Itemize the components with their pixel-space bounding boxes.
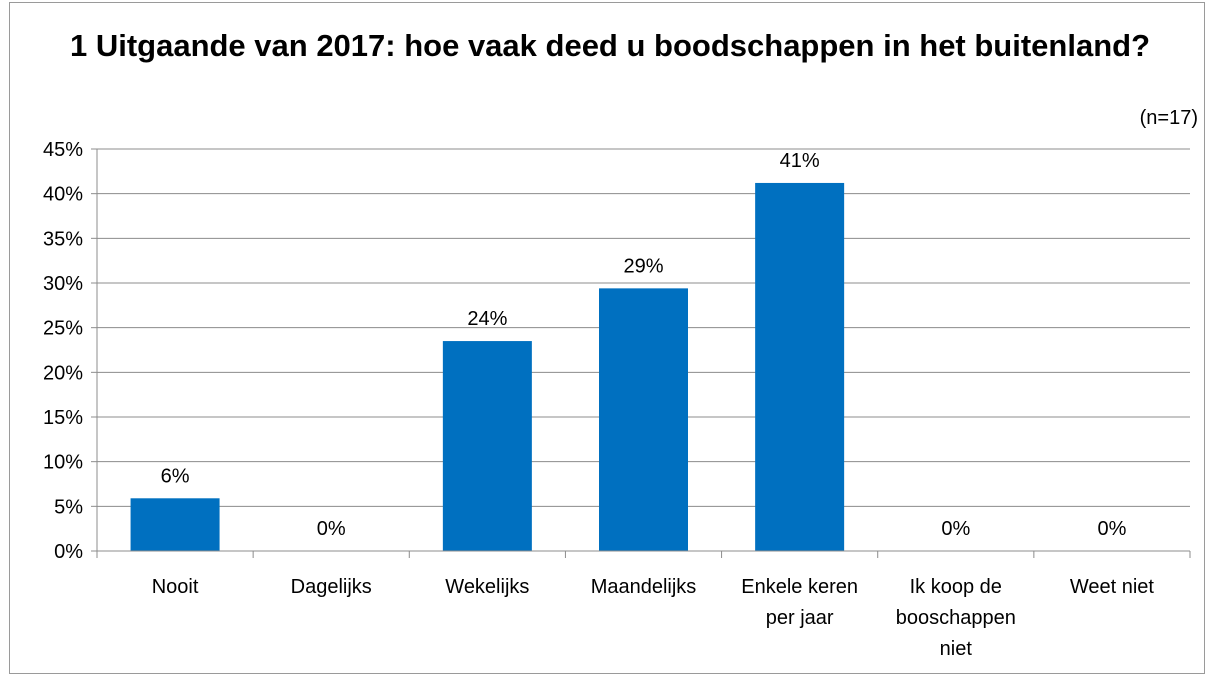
- y-tick-label: 40%: [43, 184, 83, 206]
- y-tick-label: 15%: [43, 407, 83, 429]
- y-tick-label: 10%: [43, 452, 83, 474]
- x-tick-label: Enkele keren per jaar: [741, 576, 858, 629]
- x-tick-label: Weet niet: [1070, 576, 1155, 598]
- bar: [130, 498, 220, 551]
- y-tick-label: 0%: [54, 541, 83, 563]
- x-tick-label: Wekelijks: [445, 576, 529, 598]
- x-tick-label: Maandelijks: [591, 576, 697, 598]
- x-tick-label: Ik koop de booschappen niet: [896, 576, 1016, 660]
- data-label: 24%: [467, 308, 507, 330]
- y-tick-label: 35%: [43, 228, 83, 250]
- y-tick-label: 25%: [43, 318, 83, 340]
- bar: [755, 182, 845, 552]
- data-label: 6%: [161, 465, 190, 487]
- data-label: 29%: [623, 255, 663, 277]
- data-label: 0%: [317, 518, 346, 540]
- data-label: 0%: [1097, 518, 1126, 540]
- sample-size-note: (n=17): [1139, 107, 1198, 129]
- y-tick-label: 45%: [43, 139, 83, 161]
- data-label: 41%: [780, 150, 820, 172]
- x-tick-label: Nooit: [152, 576, 199, 598]
- data-label: 0%: [941, 518, 970, 540]
- y-tick-label: 30%: [43, 273, 83, 295]
- chart-title: 1 Uitgaande van 2017: hoe vaak deed u bo…: [69, 28, 1151, 63]
- bar: [442, 341, 532, 551]
- y-tick-label: 5%: [54, 496, 83, 518]
- bar: [598, 288, 689, 551]
- x-tick-label: Dagelijks: [291, 576, 372, 598]
- y-tick-label: 20%: [43, 362, 83, 384]
